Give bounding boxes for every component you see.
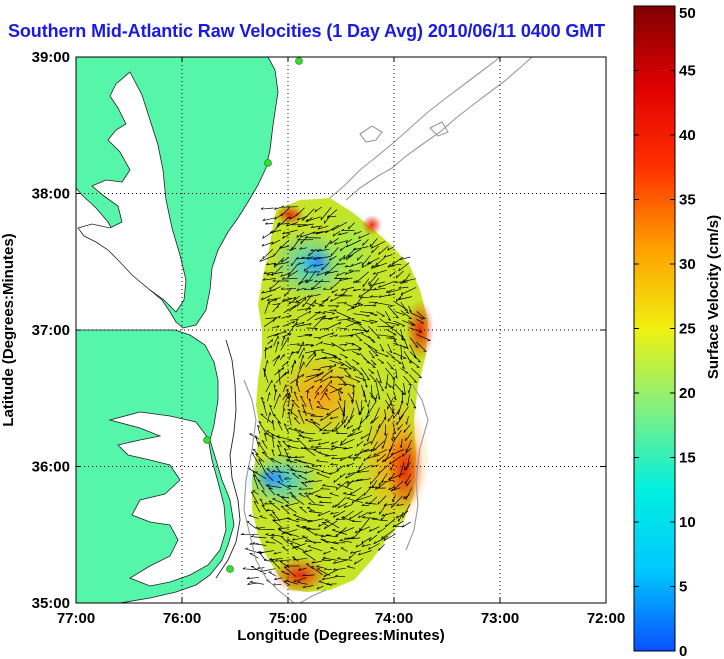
pamlico-sound: [108, 411, 227, 587]
map-title: Southern Mid-Atlantic Raw Velocities (1 …: [8, 21, 606, 41]
max-velocity-spot-nw: [276, 205, 304, 225]
colorbar-tick-label: 15: [679, 450, 696, 467]
x-tick-label: 72:00: [587, 610, 625, 627]
x-tick-label: 73:00: [481, 610, 519, 627]
colorbar: [633, 5, 676, 652]
colorbar-tick-label: 50: [679, 5, 696, 22]
y-tick-label: 38:00: [32, 186, 70, 203]
barrier-islands: [215, 339, 241, 579]
high-velocity-patch-center: [275, 355, 365, 435]
station-marker: [203, 436, 211, 444]
velocity-arrows: [240, 205, 431, 590]
colorbar-tick-label: 35: [679, 192, 696, 209]
bathymetry-contours: [243, 57, 533, 603]
colorbar-tick-label: 25: [679, 321, 696, 338]
grid-lines: [76, 57, 606, 603]
y-axis-ticks: 39:00 38:00 37:00 36:00 35:00: [32, 49, 606, 612]
velocity-field: [240, 198, 434, 593]
x-axis-label: Longitude (Degrees:Minutes): [237, 627, 445, 644]
hf-radar-stations: [203, 57, 303, 573]
colorbar-tick-label: 0: [679, 643, 687, 659]
y-tick-label: 35:00: [32, 595, 70, 612]
colorbar-tick-label: 10: [679, 514, 696, 531]
x-axis-ticks: 77:00 76:00 75:00 74:00 73:00 72:00: [57, 57, 625, 627]
colorbar-tick-label: 40: [679, 127, 696, 144]
colorbar-ticks: 0 5 10 15 20 25 30 35 40 45 50: [634, 5, 696, 659]
max-velocity-spot-east: [387, 430, 423, 510]
x-tick-label: 75:00: [269, 610, 307, 627]
x-tick-label: 76:00: [163, 610, 201, 627]
station-marker: [226, 565, 234, 573]
colorbar-tick-label: 45: [679, 63, 696, 80]
chesapeake-bay: [77, 71, 187, 313]
colorbar-tick-label: 30: [679, 256, 696, 273]
y-axis-label: Latitude (Degrees:Minutes): [0, 233, 17, 426]
max-velocity-spot-n: [362, 215, 382, 235]
colorbar-label: Surface Velocity (cm/s): [705, 215, 722, 379]
y-tick-label: 36:00: [32, 459, 70, 476]
y-tick-label: 37:00: [32, 322, 70, 339]
x-tick-label: 74:00: [375, 610, 413, 627]
velocity-arrow-set: [240, 205, 431, 590]
colorbar-tick-label: 20: [679, 385, 696, 402]
station-marker: [264, 159, 272, 167]
map-plot-area: [76, 57, 606, 603]
station-marker: [295, 57, 303, 65]
colorbar-tick-label: 5: [679, 579, 687, 596]
x-tick-label: 77:00: [57, 610, 95, 627]
y-tick-label: 39:00: [32, 49, 70, 66]
